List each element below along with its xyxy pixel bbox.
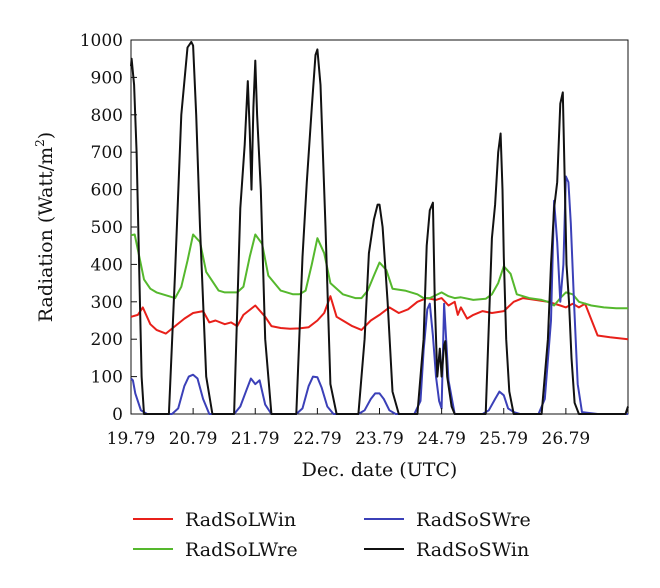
- x-tick-label: 23.79: [355, 429, 404, 449]
- series-line-radsoswin: [130, 40, 629, 415]
- series-line-radsolwin: [130, 295, 629, 341]
- y-tick-label: 100: [91, 368, 123, 388]
- x-tick-label: 21.79: [231, 429, 280, 449]
- x-axis-title: Dec. date (UTC): [302, 459, 458, 481]
- y-axis-title-sup: 2: [33, 139, 47, 147]
- plot-area: 19.79 20.79 21.79 22.79 23.79 24.79 25.79 26.79…: [80, 31, 629, 449]
- x-tick-label: 24.79: [417, 429, 466, 449]
- y-axis-ticks: 0 100 200 300 400 500 600 700 800 900 1000: [80, 31, 137, 425]
- y-tick-label: 1000: [80, 31, 123, 51]
- y-tick-label: 700: [91, 143, 123, 163]
- legend: RadSoLWin RadSoSWre RadSoLWre RadSoSWin: [133, 509, 531, 561]
- y-tick-label: 300: [91, 293, 123, 313]
- y-tick-label: 800: [91, 106, 123, 126]
- y-tick-label: 500: [91, 218, 123, 238]
- legend-label-radsolwin: RadSoLWin: [185, 509, 296, 531]
- legend-label-radsoswre: RadSoSWre: [416, 509, 531, 531]
- y-tick-label: 200: [91, 330, 123, 350]
- y-axis-title-close: ): [35, 132, 57, 139]
- y-axis-title-main: Radiation (Watt/m: [35, 147, 57, 322]
- x-tick-label: 25.79: [479, 429, 528, 449]
- y-tick-label: 600: [91, 181, 123, 201]
- series-line-radsoswre: [130, 175, 628, 415]
- x-tick-label: 26.79: [542, 429, 591, 449]
- x-tick-label: 19.79: [107, 429, 156, 449]
- legend-label-radsolwre: RadSoLWre: [185, 539, 298, 561]
- series-layer: [130, 40, 629, 415]
- y-tick-label: 0: [112, 405, 123, 425]
- x-axis-ticks: 19.79 20.79 21.79 22.79 23.79 24.79 25.79 26.79: [107, 408, 591, 449]
- x-tick-label: 20.79: [169, 429, 218, 449]
- y-tick-label: 400: [91, 255, 123, 275]
- x-tick-label: 22.79: [293, 429, 342, 449]
- y-tick-label: 900: [91, 68, 123, 88]
- y-axis-title: Radiation (Watt/m2): [33, 132, 57, 322]
- legend-label-radsoswin: RadSoSWin: [416, 539, 529, 561]
